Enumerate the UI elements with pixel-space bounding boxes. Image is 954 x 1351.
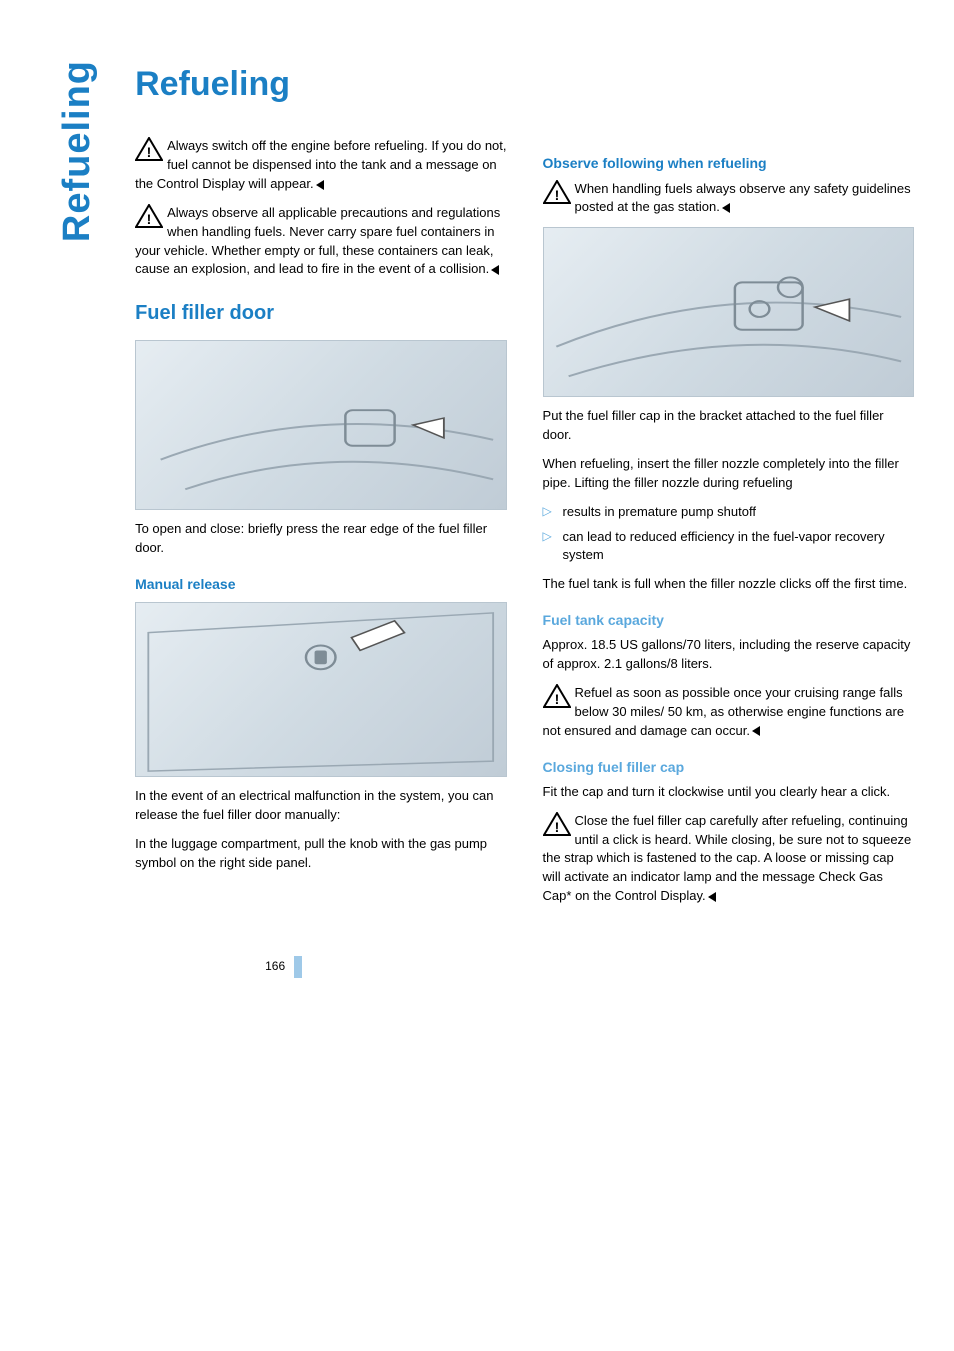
two-column-layout: ! Always switch off the engine before re…: [135, 137, 914, 916]
list-item: results in premature pump shutoff: [543, 503, 914, 522]
paragraph-fit-cap: Fit the cap and turn it clockwise until …: [543, 783, 914, 802]
svg-text:!: !: [554, 691, 559, 707]
warning-block-precautions: ! Always observe all applicable precauti…: [135, 204, 506, 279]
paragraph-nozzle: When refueling, insert the filler nozzle…: [543, 455, 914, 493]
list-item: can lead to reduced efficiency in the fu…: [543, 528, 914, 566]
page-number-text: 166: [265, 959, 285, 973]
page-title: Refueling: [135, 60, 914, 109]
warning-icon: !: [135, 137, 163, 161]
warning-text: Refuel as soon as possible once your cru…: [543, 685, 905, 738]
warning-block-close-cap: ! Close the fuel filler cap carefully af…: [543, 812, 914, 906]
right-column: Observe following when refueling ! When …: [543, 137, 914, 916]
warning-block-engine-off: ! Always switch off the engine before re…: [135, 137, 506, 194]
paragraph-luggage: In the luggage compartment, pull the kno…: [135, 835, 506, 873]
image-filler-cap-bracket: [543, 227, 914, 397]
end-marker-icon: [752, 726, 760, 736]
page-footer: 166: [135, 956, 914, 978]
warning-icon: !: [543, 812, 571, 836]
warning-block-refuel-soon: ! Refuel as soon as possible once your c…: [543, 684, 914, 741]
paragraph-tank-full: The fuel tank is full when the filler no…: [543, 575, 914, 594]
warning-block-station-guidelines: ! When handling fuels always observe any…: [543, 180, 914, 218]
end-marker-icon: [708, 892, 716, 902]
svg-text:!: !: [147, 211, 152, 227]
warning-icon: !: [135, 204, 163, 228]
image-fuel-filler-door: [135, 340, 506, 510]
svg-text:!: !: [554, 187, 559, 203]
image-manual-release: [135, 602, 506, 777]
end-marker-icon: [316, 180, 324, 190]
heading-fuel-filler-door: Fuel filler door: [135, 299, 506, 328]
page-container: Refueling Refueling ! Always switch off …: [40, 60, 914, 978]
paragraph-malfunction: In the event of an electrical malfunctio…: [135, 787, 506, 825]
end-marker-icon: [491, 265, 499, 275]
left-column: ! Always switch off the engine before re…: [135, 137, 506, 916]
warning-icon: !: [543, 684, 571, 708]
heading-observe-refueling: Observe following when refueling: [543, 153, 914, 173]
heading-tank-capacity: Fuel tank capacity: [543, 610, 914, 630]
bullet-list-refueling: results in premature pump shutoff can le…: [543, 503, 914, 566]
warning-text: Always observe all applicable precaution…: [135, 205, 500, 277]
paragraph-bracket: Put the fuel filler cap in the bracket a…: [543, 407, 914, 445]
heading-manual-release: Manual release: [135, 574, 506, 594]
main-content: Refueling ! Always switch off the engine…: [105, 60, 914, 978]
svg-text:!: !: [554, 819, 559, 835]
side-tab-label: Refueling: [40, 60, 105, 242]
page-number-bar: [294, 956, 302, 978]
heading-closing-cap: Closing fuel filler cap: [543, 757, 914, 777]
warning-icon: !: [543, 180, 571, 204]
paragraph-open-close: To open and close: briefly press the rea…: [135, 520, 506, 558]
paragraph-capacity: Approx. 18.5 US gallons/70 liters, inclu…: [543, 636, 914, 674]
svg-text:!: !: [147, 144, 152, 160]
warning-text: Close the fuel filler cap carefully afte…: [543, 813, 912, 903]
warning-text: When handling fuels always observe any s…: [575, 181, 911, 215]
end-marker-icon: [722, 203, 730, 213]
